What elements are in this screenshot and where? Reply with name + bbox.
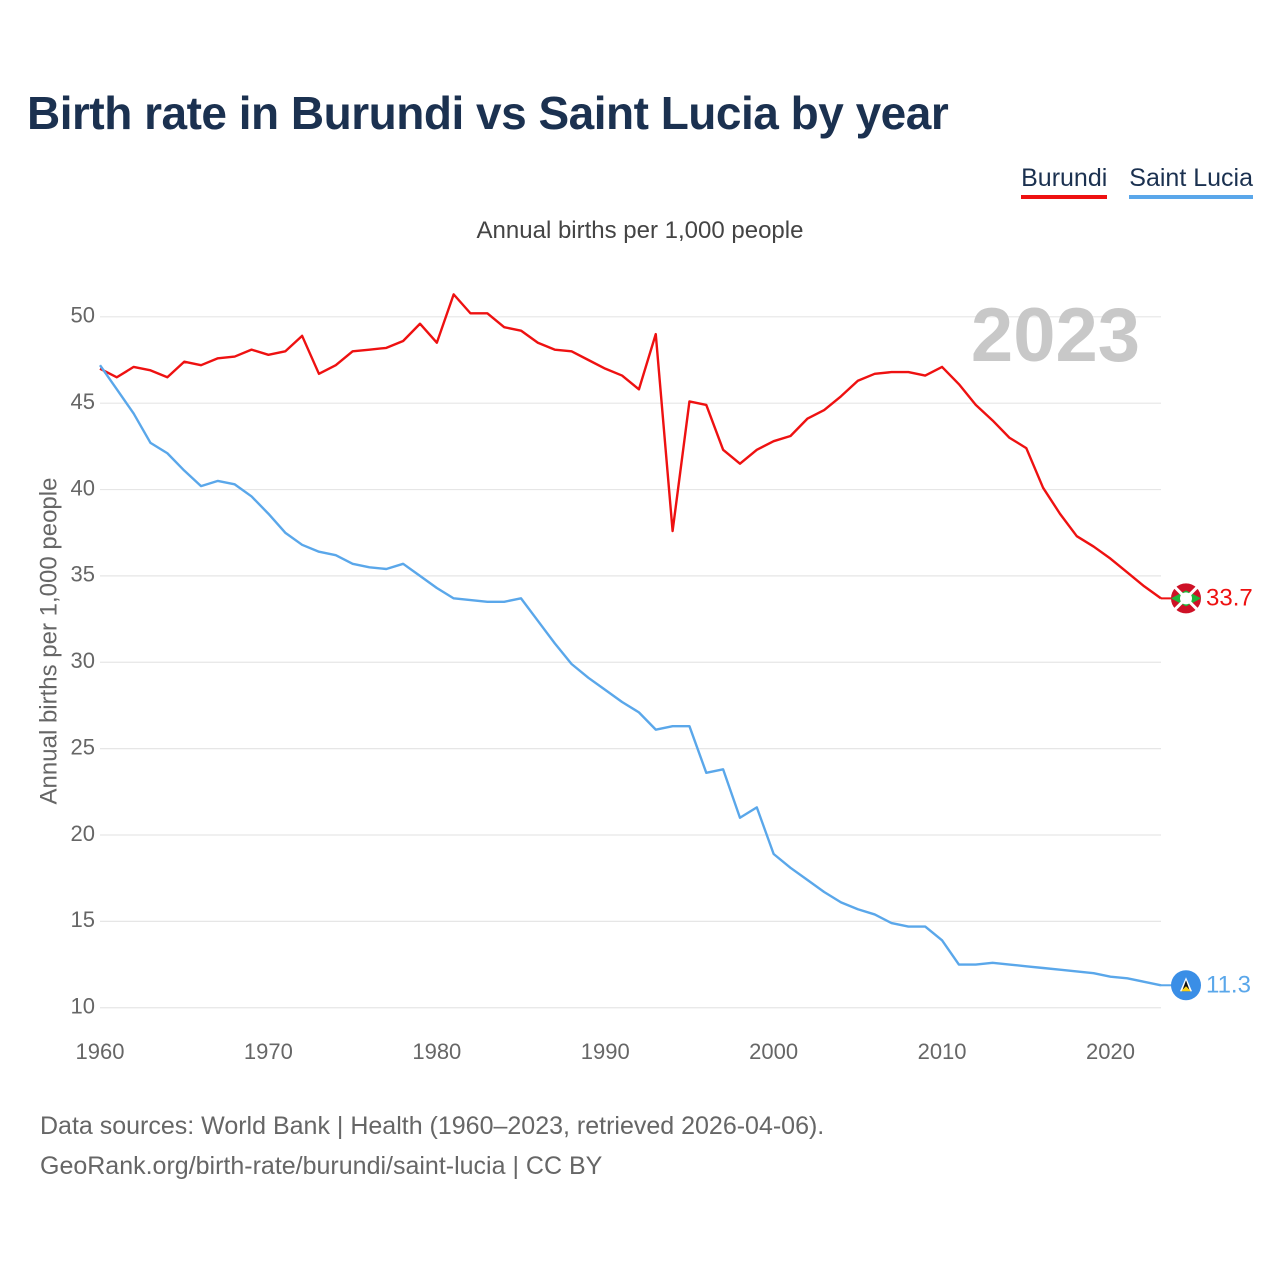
flag-marker-burundi <box>1161 583 1201 614</box>
flag-marker-saint-lucia <box>1161 970 1201 1001</box>
year-watermark: 2023 <box>971 293 1140 378</box>
x-axis-ticks: 1960 1970 1980 1990 2000 2010 2020 <box>76 1039 1135 1064</box>
y-tick-label-50: 50 <box>71 303 95 328</box>
flag-gold-triangle <box>1181 986 1191 992</box>
x-tick-label-1960: 1960 <box>76 1039 125 1064</box>
y-tick-label-35: 35 <box>71 562 95 587</box>
end-value-label-burundi: 33.7 <box>1206 585 1253 612</box>
y-tick-label-40: 40 <box>71 475 95 500</box>
series-line-burundi <box>99 293 1162 600</box>
x-tick-label-1970: 1970 <box>244 1039 293 1064</box>
y-tick-label-10: 10 <box>71 994 95 1019</box>
series-lines <box>99 293 1162 987</box>
x-tick-label-1980: 1980 <box>412 1039 461 1064</box>
gridlines <box>100 316 1161 1009</box>
y-tick-label-20: 20 <box>71 821 95 846</box>
series-line-saint-lucia <box>99 364 1162 987</box>
legend-item-burundi[interactable]: Burundi <box>1021 164 1108 199</box>
legend-item-saint-lucia[interactable]: Saint Lucia <box>1129 164 1253 199</box>
y-tick-label-30: 30 <box>71 648 95 673</box>
footer-sources: Data sources: World Bank | Health (1960–… <box>40 1112 825 1140</box>
y-tick-label-15: 15 <box>71 907 95 932</box>
chart-subtitle: Annual births per 1,000 people <box>476 217 804 244</box>
page-title: Birth rate in Burundi vs Saint Lucia by … <box>27 87 949 139</box>
y-tick-label-25: 25 <box>71 734 95 759</box>
x-tick-label-1990: 1990 <box>581 1039 630 1064</box>
flag-disc <box>1180 592 1192 605</box>
x-tick-label-2010: 2010 <box>918 1039 967 1064</box>
y-axis-ticks: 10 15 20 25 30 35 40 45 50 <box>71 303 95 1019</box>
y-axis-label: Annual births per 1,000 people <box>35 478 62 805</box>
end-value-label-saint-lucia: 11.3 <box>1206 972 1251 999</box>
y-tick-label-45: 45 <box>71 389 95 414</box>
footer: Data sources: World Bank | Health (1960–… <box>40 1106 824 1186</box>
end-markers: 33.7 11.3 <box>1161 583 1253 1001</box>
x-tick-label-2020: 2020 <box>1086 1039 1135 1064</box>
legend: Burundi Saint Lucia <box>1021 164 1253 199</box>
x-tick-label-2000: 2000 <box>749 1039 798 1064</box>
footer-attribution: GeoRank.org/birth-rate/burundi/saint-luc… <box>40 1152 603 1180</box>
